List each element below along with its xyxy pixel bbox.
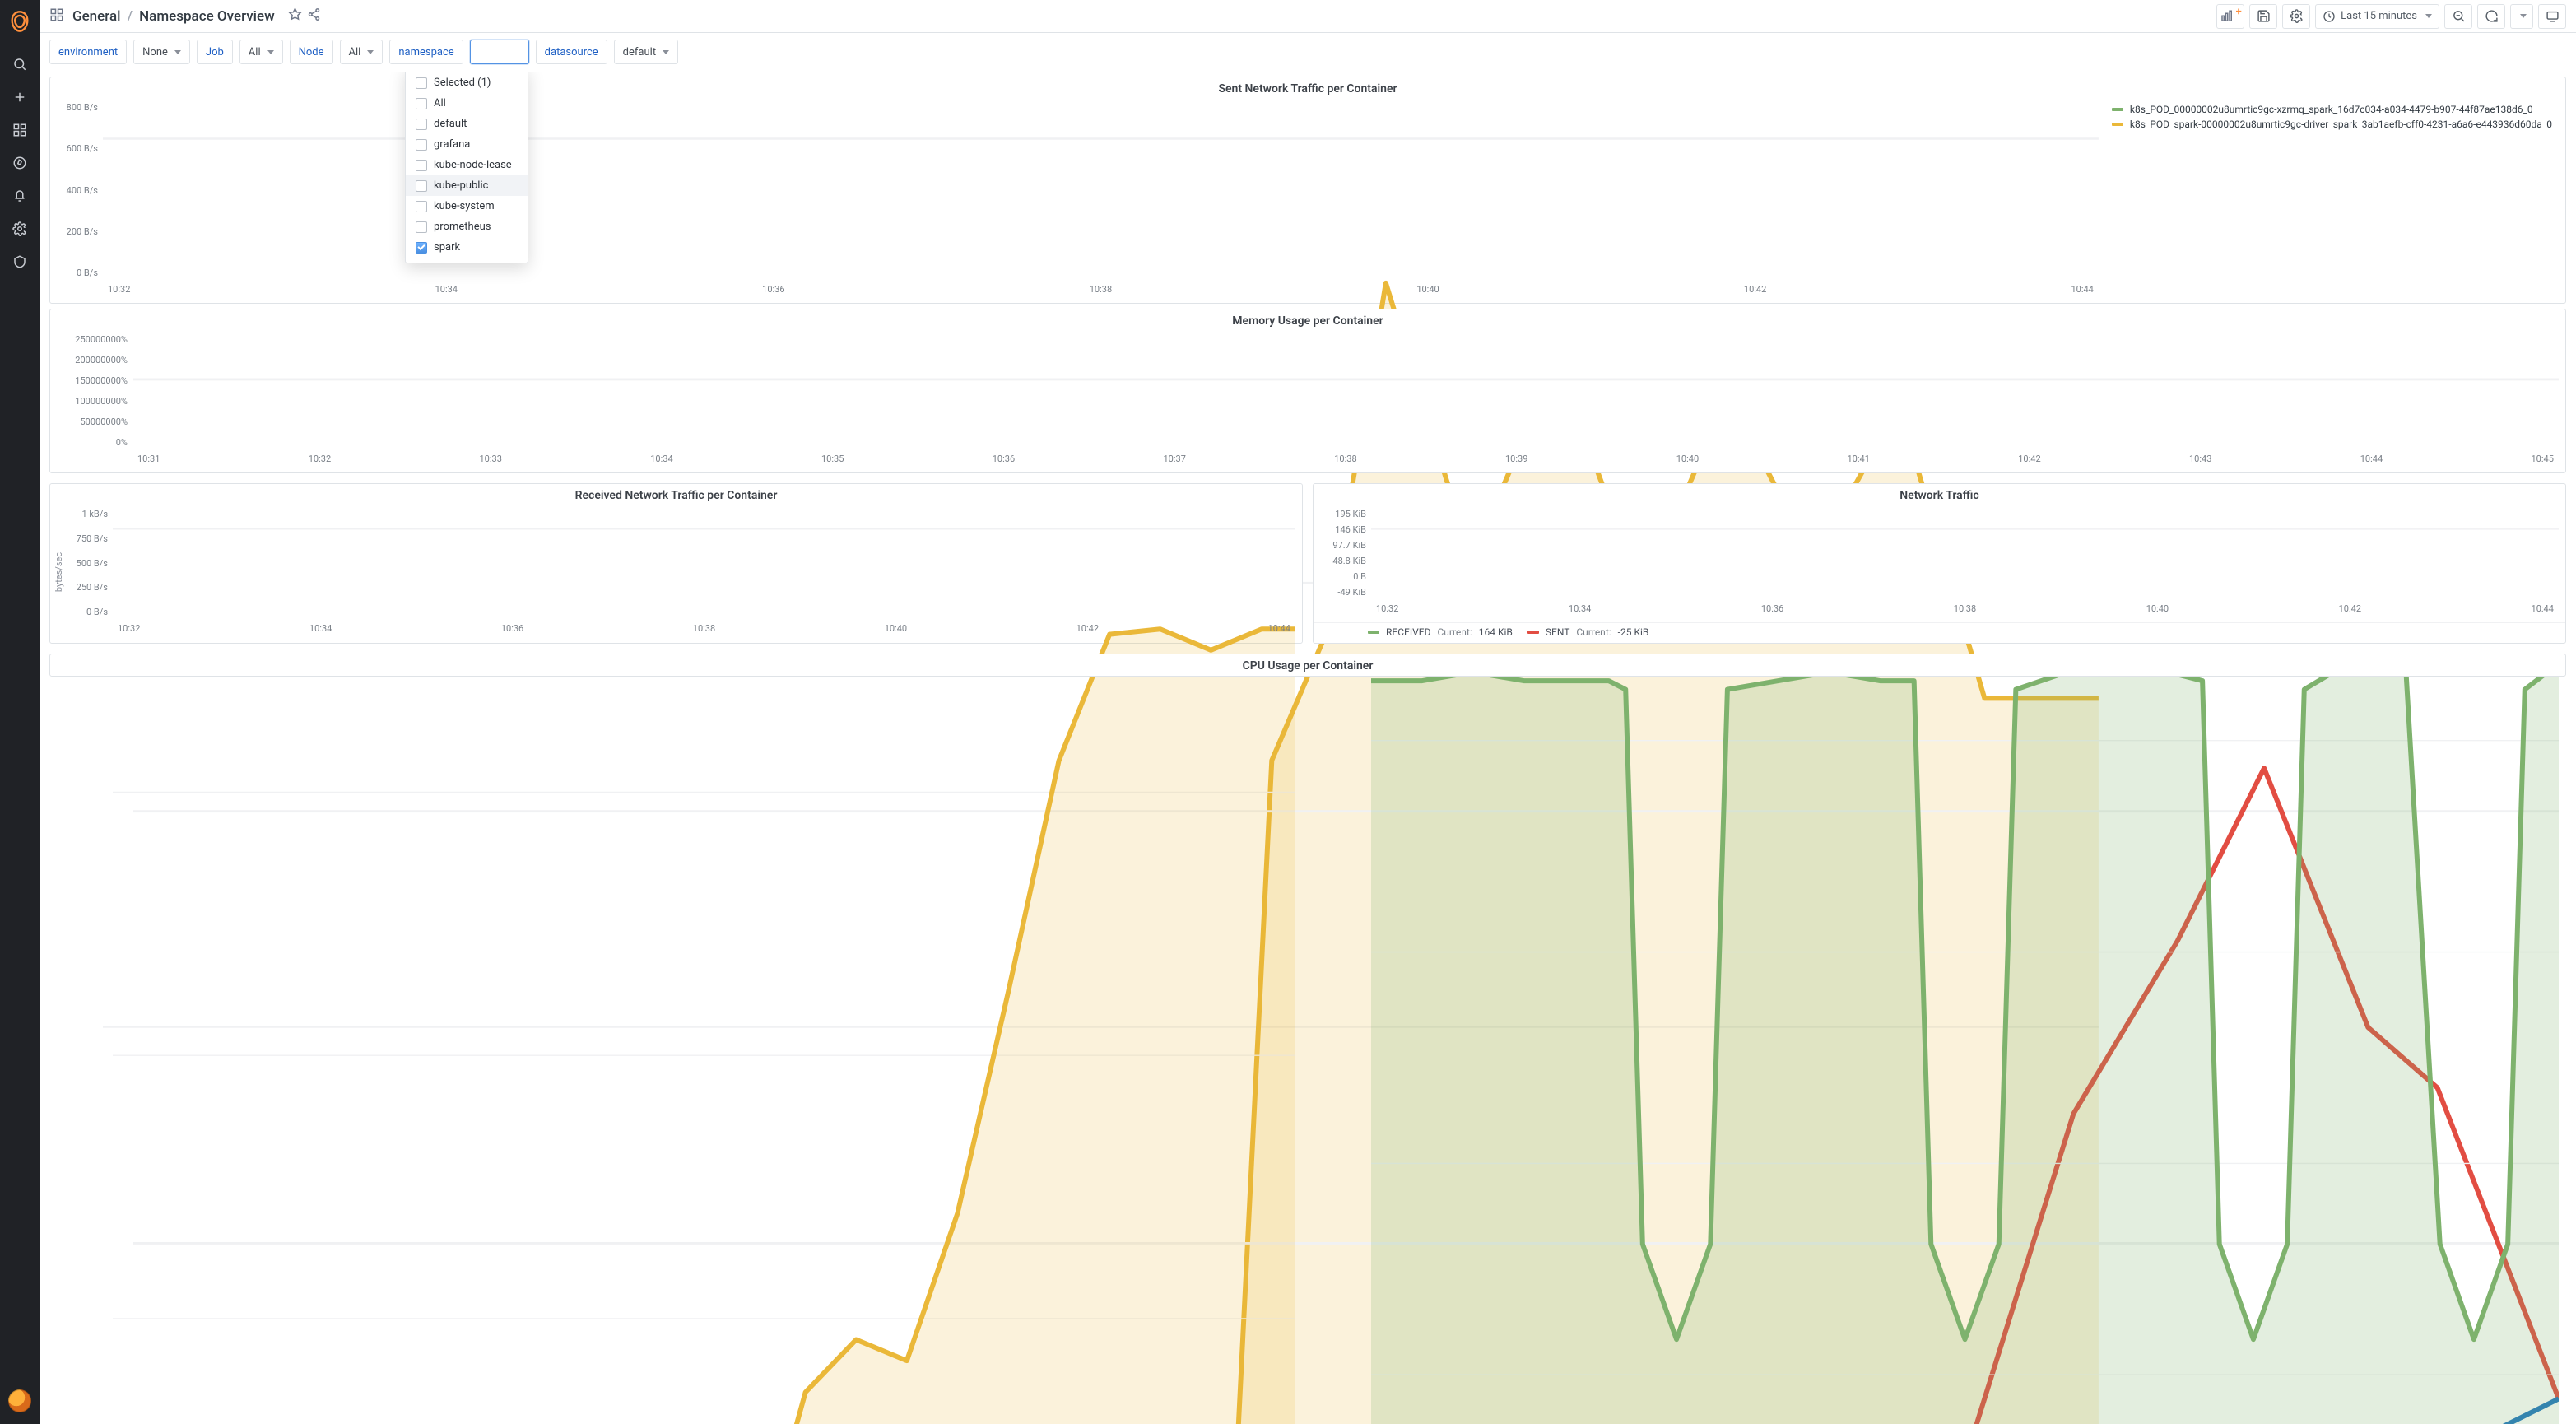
dropdown-option[interactable]: Selected (1) xyxy=(406,72,528,93)
create-icon[interactable] xyxy=(2,81,38,114)
zoom-out-button[interactable] xyxy=(2444,4,2472,29)
y-axis-labels: 1 kB/s750 B/s500 B/s250 B/s0 B/s xyxy=(67,505,113,635)
panel-title: Received Network Traffic per Container xyxy=(50,484,1302,502)
dropdown-option[interactable]: All xyxy=(406,93,528,114)
dropdown-option-label: default xyxy=(434,118,467,130)
dashboard-topbar: General / Namespace Overview + Last 15 m… xyxy=(40,0,2576,33)
user-avatar[interactable] xyxy=(8,1389,31,1412)
chart-plot[interactable]: 10:3210:3410:3610:3810:4010:4210:44 xyxy=(113,505,1295,635)
chart-plot[interactable]: 10:3210:3410:3610:3810:4010:4210:44 xyxy=(1371,505,2559,616)
legend-swatch xyxy=(2112,123,2123,126)
chart-plot[interactable]: 10:3110:3210:3310:3410:3510:3610:3710:38… xyxy=(133,331,2559,466)
dropdown-option-label: kube-node-lease xyxy=(434,159,512,171)
panel-received-network-traffic[interactable]: Received Network Traffic per Container b… xyxy=(49,483,1303,644)
left-navigation xyxy=(0,0,40,1424)
dropdown-option[interactable]: kube-public xyxy=(406,175,528,196)
legend-item[interactable]: k8s_POD_spark-00000002u8umrtic9gc-driver… xyxy=(2112,119,2552,130)
namespace-dropdown-menu[interactable]: Selected (1) All default grafana kube-node-l… xyxy=(405,72,528,263)
dropdown-option-label: All xyxy=(434,97,446,109)
search-icon[interactable] xyxy=(2,48,38,81)
template-variables-bar: environmentNoneJobAllNodeAllnamespacedat… xyxy=(40,33,2576,72)
checkbox-icon[interactable] xyxy=(416,139,427,151)
configuration-icon[interactable] xyxy=(2,212,38,245)
variable-select-Job[interactable]: All xyxy=(239,40,283,64)
y-axis-labels: 250000000%200000000%150000000%100000000%… xyxy=(57,331,133,466)
chart-plot[interactable]: 10:3210:3410:3610:3810:4010:4210:44 xyxy=(103,99,2099,296)
x-axis-labels: 10:3210:3410:3610:3810:4010:4210:44 xyxy=(1371,603,2559,614)
checkbox-icon[interactable] xyxy=(416,242,427,254)
dropdown-option[interactable]: grafana xyxy=(406,134,528,155)
breadcrumb-page[interactable]: Namespace Overview xyxy=(139,8,275,25)
x-axis-labels: 10:3110:3210:3310:3410:3510:3610:3710:38… xyxy=(133,454,2559,464)
grafana-logo-icon[interactable] xyxy=(8,10,31,33)
chart-legend[interactable]: k8s_POD_00000002u8umrtic9gc-xzrmq_spark_… xyxy=(2099,99,2559,296)
checkbox-icon[interactable] xyxy=(416,98,427,109)
dropdown-option[interactable]: spark xyxy=(406,237,528,258)
checkbox-icon[interactable] xyxy=(416,221,427,233)
legend-label: k8s_POD_spark-00000002u8umrtic9gc-driver… xyxy=(2130,119,2552,130)
y-axis-labels: 195 KiB146 KiB97.7 KiB48.8 KiB0 B-49 KiB xyxy=(1320,505,1371,616)
main-region: General / Namespace Overview + Last 15 m… xyxy=(40,0,2576,1424)
dashboard-settings-button[interactable] xyxy=(2282,4,2310,29)
panel-title: Network Traffic xyxy=(1314,484,2565,502)
checkbox-icon[interactable] xyxy=(416,77,427,89)
dropdown-option-label: kube-public xyxy=(434,179,488,192)
variable-label-environment: environment xyxy=(49,40,127,64)
variable-label-Job: Job xyxy=(197,40,233,64)
star-icon[interactable] xyxy=(288,7,302,25)
variable-select-datasource[interactable]: default xyxy=(614,40,678,64)
panel-title: CPU Usage per Container xyxy=(50,654,2565,676)
dropdown-option-label: Selected (1) xyxy=(434,77,491,89)
checkbox-icon[interactable] xyxy=(416,201,427,212)
server-admin-icon[interactable] xyxy=(2,245,38,278)
variable-label-namespace: namespace xyxy=(389,40,463,64)
time-range-picker[interactable]: Last 15 minutes xyxy=(2315,4,2439,29)
dropdown-option-label: grafana xyxy=(434,138,470,151)
share-icon[interactable] xyxy=(307,7,321,25)
variable-select-Node[interactable]: All xyxy=(340,40,384,64)
y-axis-title: bytes/sec xyxy=(53,552,64,592)
checkbox-icon[interactable] xyxy=(416,119,427,130)
x-axis-labels: 10:3210:3410:3610:3810:4010:4210:44 xyxy=(103,284,2099,295)
variable-label-Node: Node xyxy=(290,40,333,64)
explore-icon[interactable] xyxy=(2,147,38,179)
dropdown-option[interactable]: kube-node-lease xyxy=(406,155,528,175)
breadcrumb-folder[interactable]: General xyxy=(72,8,120,25)
legend-swatch xyxy=(2112,108,2123,111)
y-axis-labels: 800 B/s600 B/s400 B/s200 B/s0 B/s xyxy=(57,99,103,296)
dropdown-option-label: prometheus xyxy=(434,221,491,233)
dashboard-content: Sent Network Traffic per Container 800 B… xyxy=(40,72,2576,1424)
dropdown-option-label: kube-system xyxy=(434,200,495,212)
checkbox-icon[interactable] xyxy=(416,180,427,192)
refresh-interval-picker[interactable] xyxy=(2510,4,2533,29)
save-dashboard-button[interactable] xyxy=(2249,4,2277,29)
breadcrumb-separator: / xyxy=(127,8,133,25)
panel-cpu-usage[interactable]: CPU Usage per Container xyxy=(49,654,2566,677)
panel-memory-usage[interactable]: Memory Usage per Container 250000000%200… xyxy=(49,309,2566,473)
x-axis-labels: 10:3210:3410:3610:3810:4010:4210:44 xyxy=(113,623,1295,634)
breadcrumb[interactable]: General / Namespace Overview xyxy=(72,8,275,25)
dropdown-option-label: spark xyxy=(434,241,460,254)
panel-network-traffic[interactable]: Network Traffic 195 KiB146 KiB97.7 KiB48… xyxy=(1313,483,2566,644)
dashboard-icon xyxy=(49,7,64,26)
add-panel-button[interactable]: + xyxy=(2216,4,2244,29)
checkbox-icon[interactable] xyxy=(416,160,427,171)
dropdown-option[interactable]: default xyxy=(406,114,528,134)
time-range-label: Last 15 minutes xyxy=(2341,10,2417,22)
variable-select-environment[interactable]: None xyxy=(133,40,190,64)
panel-title: Memory Usage per Container xyxy=(50,309,2565,328)
alerting-icon[interactable] xyxy=(2,179,38,212)
dropdown-option[interactable]: kube-system xyxy=(406,196,528,216)
tv-mode-button[interactable] xyxy=(2538,4,2566,29)
refresh-button[interactable] xyxy=(2477,4,2505,29)
variable-label-datasource: datasource xyxy=(536,40,607,64)
legend-item[interactable]: k8s_POD_00000002u8umrtic9gc-xzrmq_spark_… xyxy=(2112,104,2552,115)
dashboards-icon[interactable] xyxy=(2,114,38,147)
legend-label: k8s_POD_00000002u8umrtic9gc-xzrmq_spark_… xyxy=(2130,104,2533,115)
dropdown-option[interactable]: prometheus xyxy=(406,216,528,237)
variable-select-namespace[interactable] xyxy=(470,40,529,64)
